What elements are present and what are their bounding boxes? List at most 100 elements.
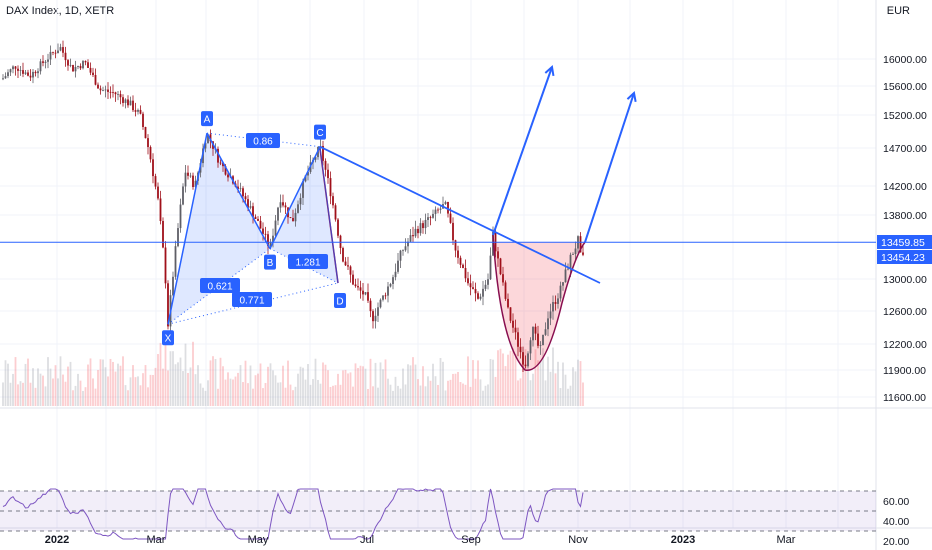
volume-bar [324, 364, 327, 406]
volume-bar [459, 382, 462, 406]
volume-bar [89, 358, 92, 406]
volume-bar [292, 390, 294, 406]
volume-bar [259, 363, 262, 406]
price-badge [877, 250, 932, 264]
volume-bar [157, 354, 159, 406]
volume-bar [7, 363, 9, 406]
volume-bar [232, 379, 234, 406]
volume-bar [429, 380, 432, 406]
candle-body [254, 216, 257, 219]
candle-body [507, 298, 509, 308]
volume-bar [307, 364, 309, 406]
volume-bar [539, 360, 542, 406]
volume-bar [124, 385, 127, 406]
candle-body [517, 332, 519, 347]
volume-bar [159, 342, 162, 406]
candle-body [122, 97, 124, 103]
volume-bar [329, 386, 332, 406]
candle-body [249, 206, 252, 208]
candle-body [342, 248, 344, 262]
volume-bar [537, 360, 539, 406]
volume-bar [404, 384, 407, 406]
volume-bar [77, 373, 79, 406]
candle-body [559, 285, 562, 299]
candle-body [459, 257, 462, 265]
volume-bar [399, 388, 402, 406]
volume-bar [312, 379, 314, 406]
volume-bar [294, 386, 297, 406]
price-tick-label: 12600.00 [883, 306, 927, 318]
volume-bar [519, 378, 522, 406]
candle-body [74, 67, 77, 72]
leg-AB [206, 132, 271, 249]
candle-body [64, 52, 67, 61]
candle-body [59, 47, 62, 51]
axes: 16000.00 15600.00 15200.00 14700.00 14200.00… [45, 54, 932, 548]
leg-CD [319, 146, 339, 284]
volume-bar [352, 386, 354, 406]
candle-body [379, 299, 382, 308]
volume-bar [347, 373, 349, 406]
candle-body [512, 320, 514, 328]
candle-body [449, 213, 452, 223]
volume-bar [364, 368, 367, 406]
volume-bar [229, 378, 232, 406]
symbol-title[interactable]: DAX Index, 1D, XETR [6, 5, 115, 17]
candle-body [284, 205, 287, 208]
candle-body [394, 271, 397, 278]
projection-arrow-2 [584, 92, 635, 243]
volume-bar [384, 359, 387, 406]
volume-bar [544, 380, 547, 406]
volume-bar [224, 379, 227, 406]
volume-bar [67, 366, 69, 406]
point-badge-d [334, 293, 346, 308]
price-tick-label: 16000.00 [883, 54, 927, 66]
candle-body [237, 186, 239, 190]
candle-body [547, 318, 549, 330]
candle-body [24, 72, 27, 74]
volume-bar [314, 358, 317, 406]
volume-bar [2, 382, 4, 406]
currency-label: EUR [886, 5, 910, 17]
volume-bar [264, 382, 267, 406]
candle-body [97, 84, 99, 89]
candle-body [382, 295, 384, 300]
volume-bar [414, 364, 417, 406]
pattern-lines [0, 65, 876, 371]
volume-bar [132, 365, 134, 406]
candle-body [219, 162, 222, 164]
volume-bar [322, 362, 324, 406]
point-label-a: A [204, 115, 211, 126]
volume-bar [492, 359, 494, 406]
candle-body [564, 269, 567, 283]
candle-body [184, 172, 187, 187]
volume-bar [379, 362, 382, 406]
rsi-tick-label: 40.00 [883, 516, 909, 528]
volume-bar [354, 363, 357, 406]
candle-body [187, 172, 189, 176]
volume-bar [482, 390, 484, 406]
candle-body [207, 134, 209, 144]
volume-bar [119, 365, 122, 406]
volume-bar [562, 362, 564, 406]
volume-bar [147, 387, 149, 406]
candle-body [4, 76, 7, 79]
candle-body [412, 235, 414, 237]
point-badge-a [201, 111, 213, 127]
volume-bar [129, 377, 132, 406]
candle-body [314, 157, 317, 160]
volume-bar [242, 382, 244, 406]
cup-fill [493, 235, 585, 371]
volume-bar [44, 386, 47, 406]
point-label-x: X [165, 334, 172, 345]
volume-bar [117, 363, 119, 406]
candle-body [352, 274, 354, 285]
candle-body [152, 159, 154, 177]
volume-bar [332, 385, 334, 406]
candle-body [149, 147, 152, 160]
volume-bar [222, 366, 224, 406]
candle-body [369, 300, 372, 312]
volume-bar [49, 368, 52, 406]
volume-bar [559, 388, 562, 406]
